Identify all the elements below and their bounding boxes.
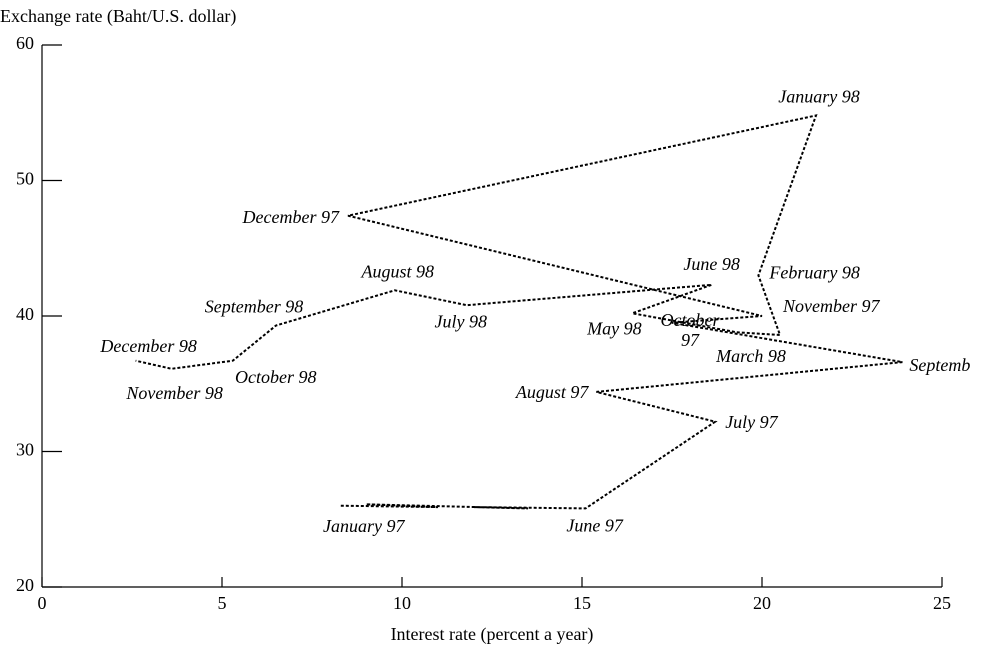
point-label: January 98 bbox=[778, 87, 859, 107]
x-tick-label: 10 bbox=[393, 593, 411, 613]
point-label: June 97 bbox=[566, 516, 623, 536]
point-label: October 97 bbox=[661, 310, 721, 350]
point-label: Septemb bbox=[909, 355, 970, 375]
point-label: July 98 bbox=[435, 311, 487, 331]
point-label: June 98 bbox=[683, 254, 739, 274]
x-tick-label: 5 bbox=[218, 593, 227, 613]
y-tick-label: 50 bbox=[16, 169, 34, 189]
point-label: December 97 bbox=[242, 207, 340, 227]
y-tick-label: 30 bbox=[16, 440, 34, 460]
point-label: November 98 bbox=[125, 383, 222, 403]
y-tick-label: 40 bbox=[16, 304, 34, 324]
point-label: February 98 bbox=[768, 262, 859, 282]
point-label: August 97 bbox=[515, 382, 590, 402]
data-line bbox=[135, 114, 903, 510]
point-label: December 98 bbox=[99, 336, 196, 356]
y-tick-label: 60 bbox=[16, 33, 34, 53]
x-tick-label: 25 bbox=[933, 593, 951, 613]
x-tick-label: 0 bbox=[38, 593, 47, 613]
y-axis-title: Exchange rate (Baht/U.S. dollar) bbox=[0, 6, 236, 27]
point-label: March 98 bbox=[715, 346, 786, 366]
x-axis-title: Interest rate (percent a year) bbox=[391, 624, 594, 645]
point-label: October 98 bbox=[235, 367, 316, 387]
point-label: September 98 bbox=[205, 297, 303, 317]
point-label: July 97 bbox=[725, 412, 778, 432]
point-label: August 98 bbox=[361, 261, 435, 281]
x-tick-label: 15 bbox=[573, 593, 591, 613]
x-tick-label: 20 bbox=[753, 593, 771, 613]
point-label: May 98 bbox=[586, 318, 641, 338]
y-tick-label: 20 bbox=[16, 575, 34, 595]
point-label: January 97 bbox=[323, 516, 405, 536]
point-label: November 97 bbox=[782, 296, 880, 316]
